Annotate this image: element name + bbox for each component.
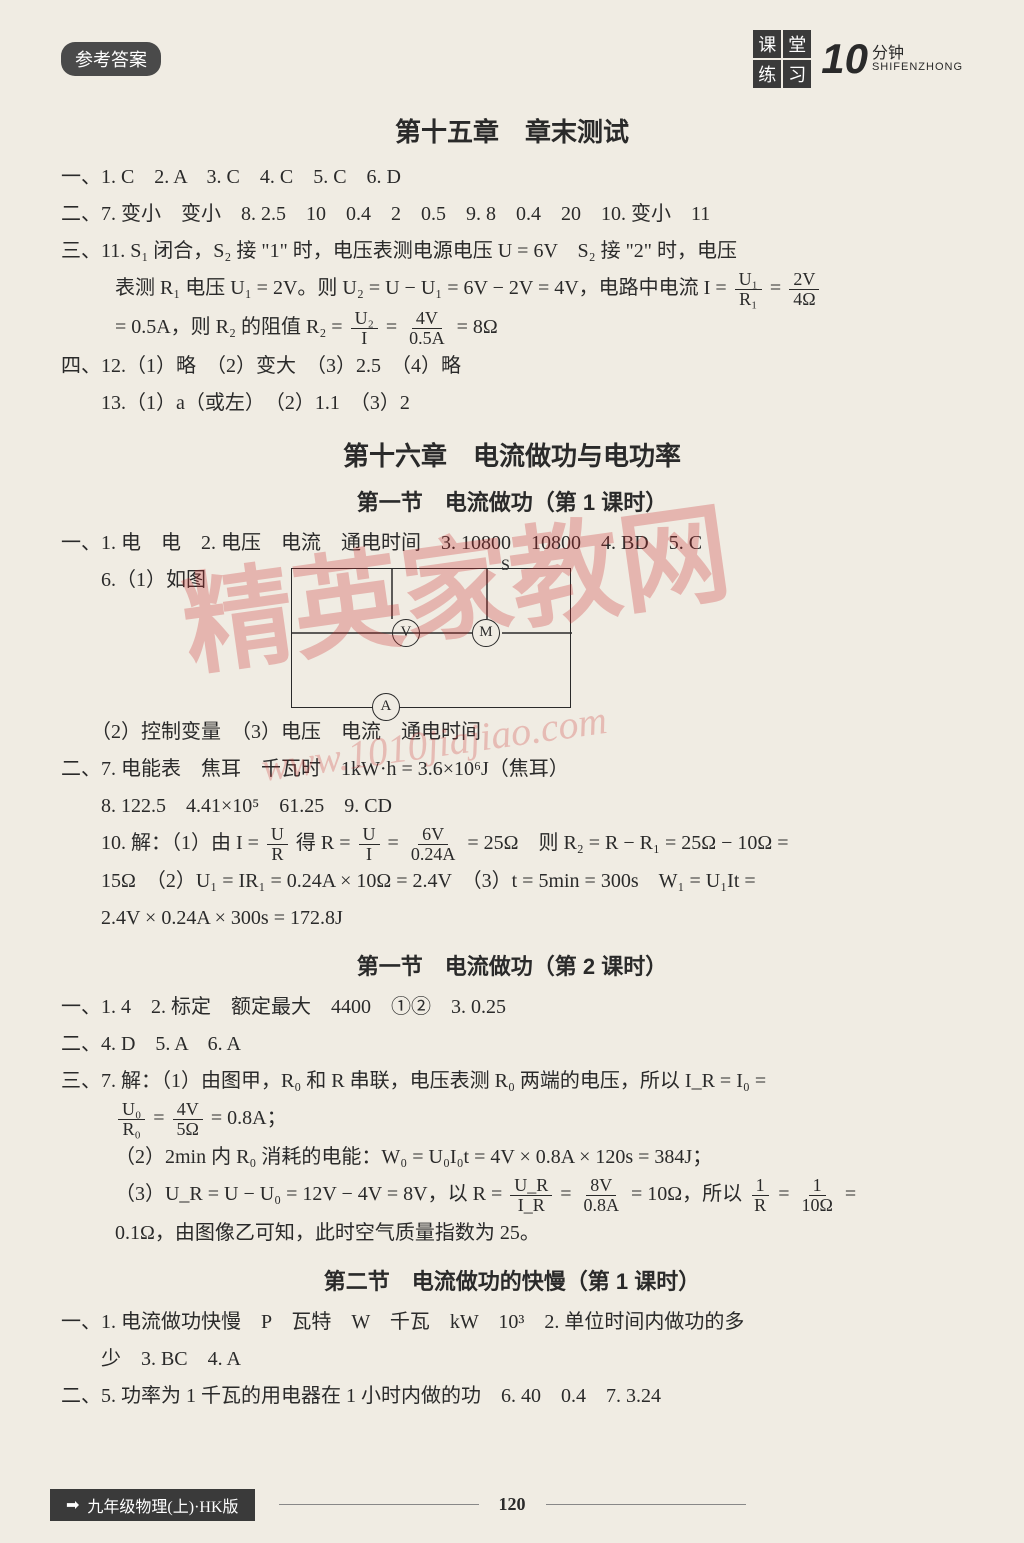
sec1-l1: 一、1. 电 电 2. 电压 电流 通电时间 3. 10800 10800 4.… [61, 525, 963, 562]
text: 得 R = [296, 832, 356, 854]
sec2-title: 第一节 电流做功（第 2 课时） [61, 949, 963, 981]
text: = 10Ω，所以 [631, 1183, 747, 1205]
text: = [560, 1183, 576, 1205]
series-unit: 分钟 SHIFENZHONG [872, 46, 963, 73]
arrow-icon: ➡ [66, 1495, 79, 1515]
eq: = 8Ω [457, 316, 498, 338]
logo-cell: 练 [753, 60, 781, 88]
ch15-l7: 13.（1）a（或左） （2）1.1 （3）2 [61, 385, 963, 422]
ch15-l5: = 0.5A，则 R₂ 的阻值 R₂ = U₂I = 4V0.5A = 8Ω [61, 309, 963, 348]
grid-logo-icon: 课 堂 练 习 [753, 30, 811, 88]
ch15-l4: 表测 R₁ 电压 U₁ = 2V。则 U₂ = U − U₁ = 6V − 2V… [61, 270, 963, 309]
sec1-l8: 2.4V × 0.24A × 300s = 172.8J [61, 900, 963, 937]
sec2-l2: 二、4. D 5. A 6. A [61, 1026, 963, 1063]
sec2-frac1: U₀R₀ = 4V5Ω = 0.8A； [61, 1100, 963, 1139]
fraction: 8V0.8A [580, 1176, 624, 1215]
ch15-l2: 二、7. 变小 变小 8. 2.5 10 0.4 2 0.5 9. 8 0.4 … [61, 196, 963, 233]
page-container: 参考答案 课 堂 练 习 10 分钟 SHIFENZHONG 第十五章 章末测试… [41, 0, 983, 1445]
footer: ➡ 九年级物理(上)·HK版 120 [0, 1494, 1024, 1515]
fraction: 4V0.5A [405, 309, 449, 348]
fraction: U₁R₁ [735, 270, 762, 309]
fraction: 2V4Ω [789, 270, 819, 309]
logo-cell: 堂 [783, 30, 811, 58]
sec1-l3: （2）控制变量 （3）电压 电流 通电时间 [61, 714, 963, 751]
ch15-l6: 四、12.（1）略 （2）变大 （3）2.5 （4）略 [61, 348, 963, 385]
page-number: 120 [499, 1494, 526, 1515]
unit-text: 分钟 [872, 46, 963, 62]
text: = [388, 832, 404, 854]
sec1-l5: 8. 122.5 4.41×10⁵ 61.25 9. CD [61, 788, 963, 825]
fraction: 1R [750, 1176, 770, 1215]
sec3-l3: 二、5. 功率为 1 千瓦的用电器在 1 小时内做的功 6. 40 0.4 7.… [61, 1378, 963, 1415]
sec1-l7: 15Ω （2）U₁ = IR₁ = 0.24A × 10Ω = 2.4V （3）… [61, 863, 963, 900]
sec3-l1: 一、1. 电流做功快慢 P 瓦特 W 千瓦 kW 10³ 2. 单位时间内做功的… [61, 1304, 963, 1341]
fraction: UI [359, 825, 380, 864]
ch15-l3: 三、11. S₁ 闭合，S₂ 接 "1" 时，电压表测电源电压 U = 6V S… [61, 233, 963, 270]
series-number: 10 [821, 35, 868, 83]
text: 表测 R₁ 电压 U₁ = 2V。则 U₂ = U − U₁ = 6V − 2V… [115, 277, 732, 299]
text: 10. 解：（1）由 I = [61, 832, 264, 854]
ch16-title: 第十六章 电流做功与电功率 [61, 436, 963, 473]
text: = [778, 1183, 794, 1205]
eq: = [770, 277, 786, 299]
ch15-title: 第十五章 章末测试 [61, 112, 963, 149]
eq: = [386, 316, 402, 338]
series-logo: 课 堂 练 习 10 分钟 SHIFENZHONG [753, 30, 963, 88]
fraction: 6V0.24A [407, 825, 460, 864]
circuit-diagram-icon: S V M A [291, 568, 571, 708]
circuit-wires-icon [292, 569, 572, 709]
fraction: 4V5Ω [173, 1100, 203, 1139]
sec1-l4: 二、7. 电能表 焦耳 千瓦时 1kW·h = 3.6×10⁶J（焦耳） [61, 751, 963, 788]
footer-badge: ➡ 九年级物理(上)·HK版 [50, 1489, 255, 1521]
logo-cell: 习 [783, 60, 811, 88]
text: = 0.5A，则 R₂ 的阻值 R₂ = [115, 316, 348, 338]
sec2-l4: （2）2min 内 R₀ 消耗的电能：W₀ = U₀I₀t = 4V × 0.8… [61, 1139, 963, 1176]
sec3-title: 第二节 电流做功的快慢（第 1 课时） [61, 1264, 963, 1296]
fraction: U₂I [351, 309, 378, 348]
text: = [153, 1107, 169, 1129]
logo-cell: 课 [753, 30, 781, 58]
unit-pinyin: SHIFENZHONG [872, 62, 963, 73]
footer-text: 九年级物理(上)·HK版 [87, 1493, 238, 1517]
ch15-l1: 一、1. C 2. A 3. C 4. C 5. C 6. D [61, 159, 963, 196]
text: = 0.8A； [211, 1107, 287, 1129]
fraction: UR [267, 825, 288, 864]
header: 参考答案 课 堂 练 习 10 分钟 SHIFENZHONG [61, 30, 963, 88]
sec2-l1: 一、1. 4 2. 标定 额定最大 4400 ①② 3. 0.25 [61, 989, 963, 1026]
sec1-title: 第一节 电流做功（第 1 课时） [61, 485, 963, 517]
sec3-l2: 少 3. BC 4. A [61, 1341, 963, 1378]
fraction: 110Ω [797, 1176, 836, 1215]
sec2-l6: 0.1Ω，由图像乙可知，此时空气质量指数为 25。 [61, 1215, 963, 1252]
sec2-l5: （3）U_R = U − U₀ = 12V − 4V = 8V，以 R = U_… [61, 1176, 963, 1215]
divider-icon [546, 1504, 746, 1505]
divider-icon [279, 1504, 479, 1505]
fraction: U₀R₀ [118, 1100, 145, 1139]
sec2-l3: 三、7. 解：（1）由图甲，R₀ 和 R 串联，电压表测 R₀ 两端的电压，所以… [61, 1063, 963, 1100]
sec1-l6: 10. 解：（1）由 I = UR 得 R = UI = 6V0.24A = 2… [61, 825, 963, 864]
text: 6.（1）如图 [61, 569, 206, 591]
fraction: U_RI_R [510, 1176, 552, 1215]
answer-key-badge: 参考答案 [61, 42, 161, 76]
text: = 25Ω 则 R₂ = R − R₁ = 25Ω − 10Ω = [467, 832, 788, 854]
sec1-l2: 6.（1）如图 S V M A [61, 562, 963, 714]
text: （3）U_R = U − U₀ = 12V − 4V = 8V，以 R = [115, 1183, 507, 1205]
text: = [845, 1183, 856, 1205]
